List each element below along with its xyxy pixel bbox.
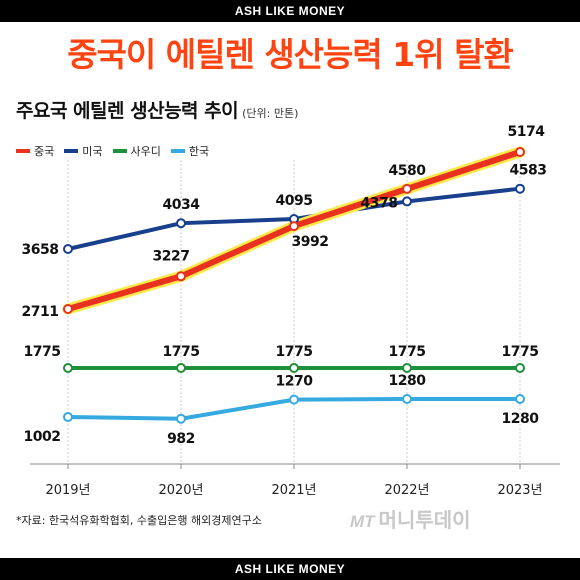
data-label: 1270 [276, 374, 314, 390]
data-label: 4378 [361, 195, 398, 211]
data-point [176, 413, 186, 424]
legend-swatch [16, 149, 30, 153]
legend-swatch [112, 149, 127, 153]
logo-name: 머니투데이 [378, 510, 471, 532]
x-tick-label: 2021년 [271, 483, 316, 498]
source-note: *자료: 한국석유화학협회, 수출입은행 해외경제연구소 [16, 514, 262, 527]
legend-label: 한국 [188, 145, 210, 158]
data-label: 5174 [508, 124, 546, 140]
data-point [289, 363, 299, 373]
data-label: 1002 [24, 429, 61, 445]
unit-label: (단위: 만톤) [242, 107, 299, 120]
x-tick-label: 2023년 [497, 483, 542, 498]
data-point [63, 244, 73, 254]
data-point [402, 196, 412, 207]
data-point [176, 363, 186, 373]
legend-item-china: 중국 [16, 143, 54, 159]
data-point [402, 394, 412, 404]
legend-label: 미국 [82, 145, 103, 158]
data-label: 1280 [502, 411, 540, 427]
legend-swatch [64, 149, 79, 153]
data-label: 1775 [24, 344, 61, 360]
data-point [402, 363, 412, 373]
legend-item-korea: 한국 [170, 143, 210, 159]
x-tick-label: 2019년 [45, 483, 90, 498]
data-label: 4095 [276, 193, 313, 209]
data-point [63, 304, 73, 314]
logo-mark: MT [350, 512, 375, 531]
data-label: 1775 [163, 344, 200, 360]
data-point [289, 221, 299, 232]
data-point [515, 147, 525, 157]
data-label: 4034 [163, 197, 201, 213]
publisher-logo: MT 머니투데이 [350, 504, 471, 533]
legend-swatch [170, 149, 185, 153]
data-point [515, 363, 525, 373]
legend-label: 중국 [34, 145, 55, 158]
data-point [176, 271, 186, 282]
data-label: 1775 [502, 344, 539, 360]
x-tick-label: 2020년 [158, 483, 203, 498]
chart-title: 주요국 에틸렌 생산능력 추이 (단위: 만톤) [16, 96, 298, 123]
legend-item-saudi: 사우디 [112, 143, 161, 159]
data-label: 4580 [389, 163, 427, 179]
data-label: 3658 [22, 242, 59, 258]
data-point [515, 183, 525, 194]
data-point [176, 218, 186, 229]
data-label: 2711 [22, 304, 59, 320]
legend-label: 사우디 [130, 145, 161, 158]
data-label: 1775 [389, 344, 426, 360]
data-label: 1280 [389, 373, 427, 389]
chart-title-text: 주요국 에틸렌 생산능력 추이 [16, 100, 239, 122]
data-label: 3227 [153, 248, 190, 264]
legend: 중국 미국 사우디 한국 [16, 143, 209, 159]
x-tick-label: 2022년 [384, 483, 429, 498]
legend-item-usa: 미국 [64, 143, 103, 159]
data-point [63, 363, 73, 373]
data-label: 982 [167, 431, 195, 447]
data-point [515, 394, 525, 404]
data-label: 3992 [292, 234, 329, 250]
top-banner: ASH LIKE MONEY [0, 0, 580, 22]
data-label: 1775 [276, 344, 313, 360]
headline: 중국이 에틸렌 생산능력 1위 탈환 [67, 35, 514, 74]
data-point [63, 412, 73, 422]
bottom-banner: ASH LIKE MONEY [0, 558, 580, 580]
data-point [289, 394, 299, 405]
data-label: 4583 [510, 163, 547, 179]
data-point [402, 183, 412, 194]
